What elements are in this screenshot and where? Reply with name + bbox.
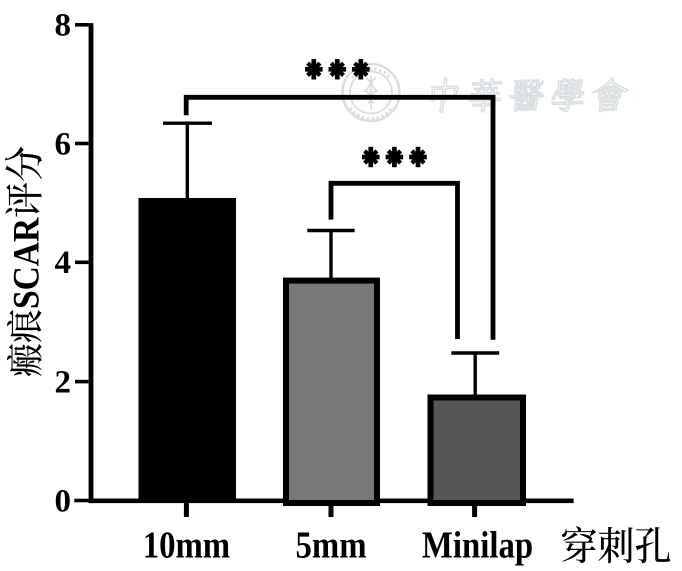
svg-text:2: 2 xyxy=(55,364,72,400)
svg-text:6: 6 xyxy=(55,126,72,162)
svg-text:4: 4 xyxy=(55,245,72,281)
svg-text:SCAR: SCAR xyxy=(6,217,47,309)
svg-text:5mm: 5mm xyxy=(295,524,366,566)
svg-text:0: 0 xyxy=(55,483,72,519)
svg-text:Minilap: Minilap xyxy=(422,524,533,566)
svg-text:8: 8 xyxy=(55,8,72,44)
svg-text:10mm: 10mm xyxy=(143,524,230,566)
